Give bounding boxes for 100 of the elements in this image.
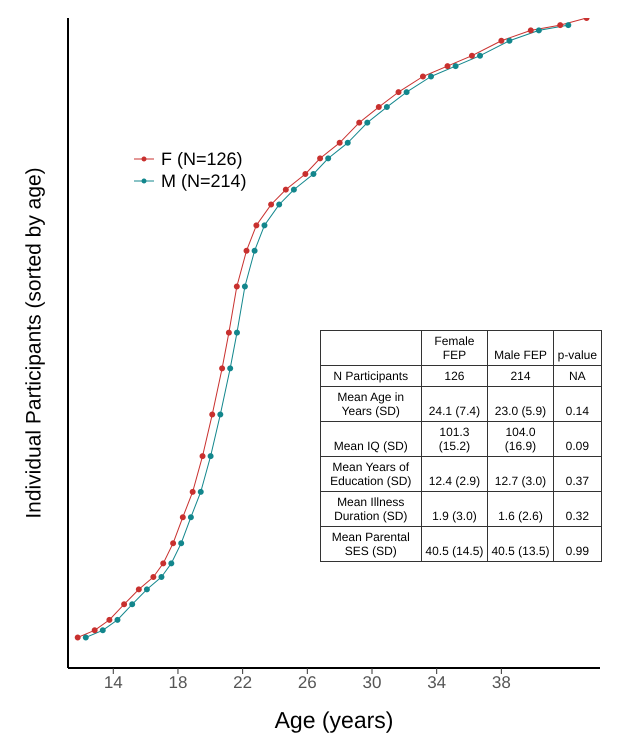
point bbox=[376, 104, 382, 110]
annotation: 0.09 bbox=[553, 422, 602, 456]
point bbox=[364, 120, 370, 126]
legend-label: F (N=126) bbox=[161, 148, 243, 170]
point bbox=[498, 38, 504, 44]
point bbox=[209, 412, 216, 418]
annotation: Male FEP bbox=[488, 330, 554, 366]
annotation: 40.5 (13.5) bbox=[488, 526, 554, 562]
annotation: 126 bbox=[421, 366, 488, 386]
annotation: 214 bbox=[488, 366, 554, 386]
annotation: Mean Years of Education (SD) bbox=[320, 456, 421, 492]
point bbox=[444, 63, 451, 70]
point bbox=[276, 202, 282, 208]
point bbox=[565, 22, 572, 28]
annotation: 0.99 bbox=[553, 526, 602, 562]
annotation: 24.1 (7.4) bbox=[421, 386, 488, 422]
x-tick-label: 30 bbox=[362, 673, 382, 692]
point bbox=[325, 155, 332, 162]
point bbox=[528, 27, 534, 34]
point bbox=[282, 186, 289, 193]
annotation: 12.4 (2.9) bbox=[421, 456, 488, 492]
point bbox=[180, 514, 186, 520]
point bbox=[92, 627, 98, 634]
point bbox=[160, 560, 166, 566]
point bbox=[144, 586, 150, 592]
point bbox=[244, 248, 250, 254]
point bbox=[234, 330, 240, 336]
point bbox=[188, 514, 194, 520]
x-tick-label: 34 bbox=[427, 673, 446, 692]
x-tick-label: 26 bbox=[298, 673, 317, 692]
point bbox=[158, 574, 164, 580]
point bbox=[384, 104, 390, 110]
point bbox=[428, 74, 434, 80]
point bbox=[310, 171, 316, 177]
point bbox=[150, 574, 156, 580]
annotation: 0.37 bbox=[553, 456, 602, 492]
point bbox=[74, 634, 81, 640]
annotation: 23.0 (5.9) bbox=[488, 386, 554, 422]
annotation: 12.7 (3.0) bbox=[488, 456, 554, 492]
annotation: 40.5 (14.5) bbox=[421, 526, 488, 562]
x-tick-label: 38 bbox=[492, 673, 511, 692]
point bbox=[129, 601, 136, 608]
point bbox=[477, 52, 484, 59]
x-tick-label: 22 bbox=[233, 673, 252, 692]
point bbox=[121, 601, 128, 608]
annotation: Mean Illness Duration (SD) bbox=[320, 492, 421, 526]
point bbox=[178, 540, 184, 546]
point bbox=[100, 627, 106, 634]
point bbox=[336, 140, 343, 146]
point bbox=[396, 89, 402, 96]
annotation: Mean IQ (SD) bbox=[320, 422, 421, 456]
point bbox=[168, 560, 174, 566]
annotation: 1.6 (2.6) bbox=[488, 492, 554, 526]
point bbox=[208, 453, 214, 460]
point bbox=[226, 330, 232, 336]
point bbox=[344, 140, 351, 146]
annotation: 0.32 bbox=[553, 492, 602, 526]
point bbox=[452, 63, 459, 70]
annotation: 0.14 bbox=[553, 386, 602, 422]
annotation: Mean Parental SES (SD) bbox=[320, 526, 421, 562]
annotation: p-value bbox=[553, 330, 602, 366]
point bbox=[136, 586, 142, 592]
point bbox=[170, 540, 176, 546]
point bbox=[317, 155, 324, 162]
point bbox=[468, 52, 475, 59]
annotation: Mean Age in Years (SD) bbox=[320, 386, 421, 422]
x-tick-label: 18 bbox=[168, 673, 188, 692]
annotation: NA bbox=[553, 366, 602, 386]
point bbox=[506, 38, 512, 44]
point bbox=[253, 222, 260, 228]
point bbox=[557, 22, 564, 28]
legend-label: M (N=214) bbox=[161, 170, 247, 192]
annotation: 104.0 (16.9) bbox=[488, 422, 554, 456]
point bbox=[290, 186, 297, 193]
annotation: 101.3 (15.2) bbox=[421, 422, 488, 456]
point bbox=[114, 616, 120, 623]
x-axis-title: Age (years) bbox=[274, 707, 394, 733]
point bbox=[234, 283, 240, 290]
point bbox=[106, 616, 112, 623]
point bbox=[261, 222, 268, 228]
point bbox=[536, 27, 542, 34]
point bbox=[82, 634, 89, 640]
point bbox=[356, 120, 362, 126]
annotation: N Participants bbox=[320, 366, 421, 386]
point bbox=[252, 248, 258, 254]
x-tick-label: 14 bbox=[104, 673, 123, 692]
point bbox=[217, 412, 224, 418]
y-axis-title: Individual Participants (sorted by age) bbox=[22, 167, 46, 519]
annotation: 1.9 (3.0) bbox=[421, 492, 488, 526]
point bbox=[268, 202, 274, 208]
point bbox=[219, 365, 226, 372]
point bbox=[198, 488, 204, 495]
point bbox=[200, 453, 206, 460]
annotation: Female FEP bbox=[421, 330, 488, 366]
point bbox=[302, 171, 308, 177]
point bbox=[420, 74, 426, 80]
point bbox=[242, 283, 248, 290]
point bbox=[227, 365, 234, 372]
point bbox=[190, 488, 196, 495]
point bbox=[404, 89, 410, 96]
